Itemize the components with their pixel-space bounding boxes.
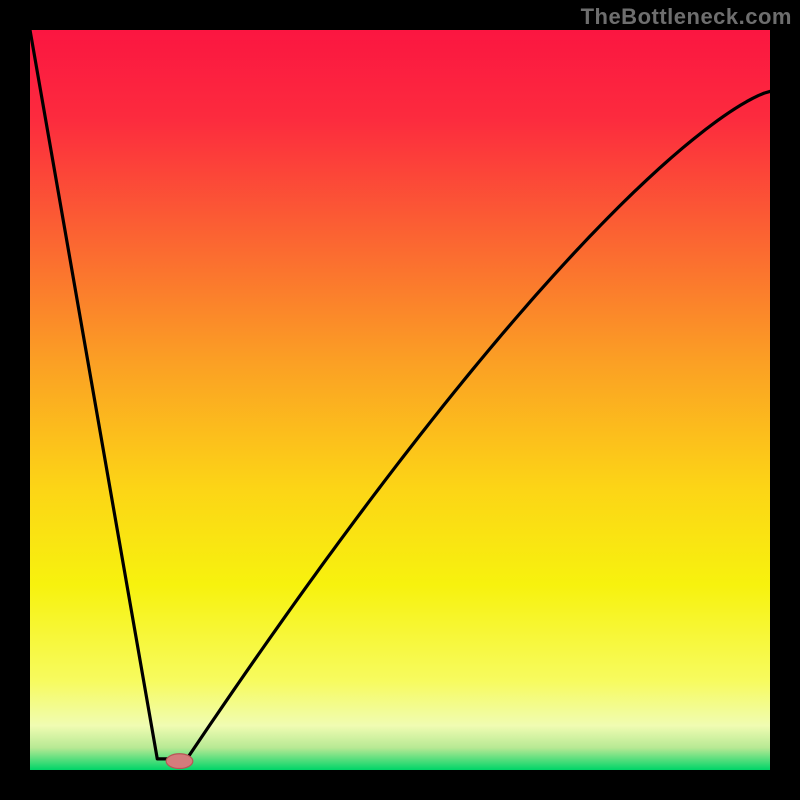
watermark-text: TheBottleneck.com bbox=[581, 4, 792, 30]
chart-container: TheBottleneck.com bbox=[0, 0, 800, 800]
optimal-point-marker bbox=[166, 754, 193, 769]
bottleneck-chart bbox=[0, 0, 800, 800]
